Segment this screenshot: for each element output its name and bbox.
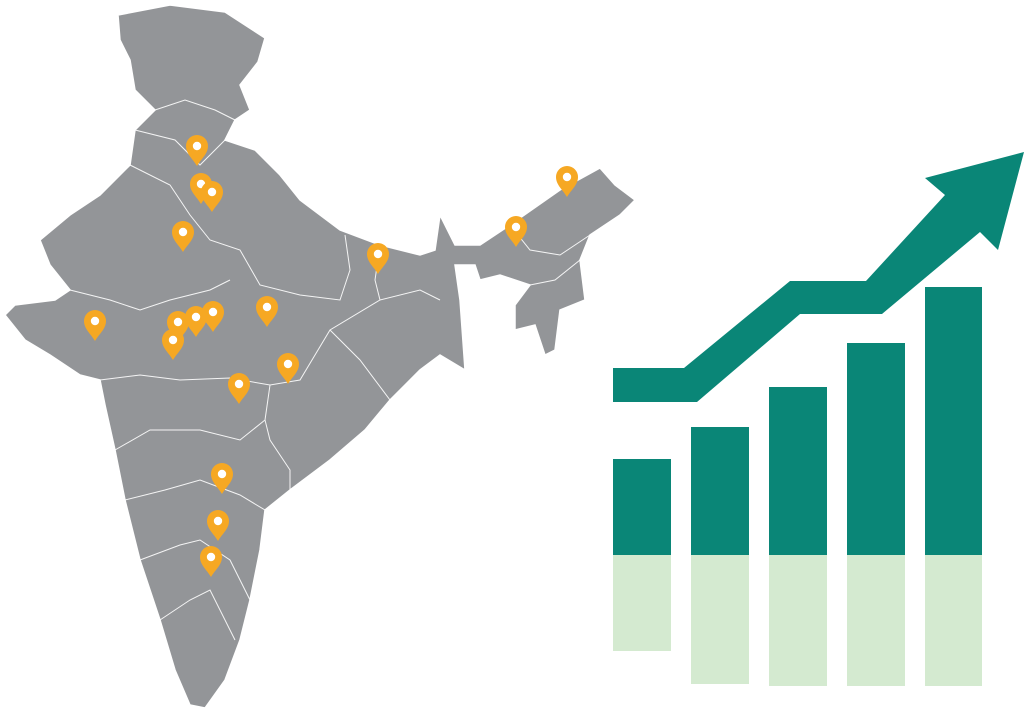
trend-arrow [613, 152, 1024, 402]
bar-base [691, 555, 749, 684]
bar-base [847, 555, 905, 686]
bar-top [769, 387, 827, 555]
growth-icon [613, 152, 1024, 686]
bar-base [613, 555, 671, 651]
india-map [3, 4, 637, 709]
bar-top [847, 343, 905, 555]
bars-light [613, 555, 982, 686]
bar-top [613, 459, 671, 555]
bar-top [925, 287, 982, 555]
bars-dark [613, 287, 982, 555]
bar-base [925, 555, 982, 686]
bar-top [691, 427, 749, 555]
map-outline [3, 4, 637, 709]
bar-base [769, 555, 827, 686]
